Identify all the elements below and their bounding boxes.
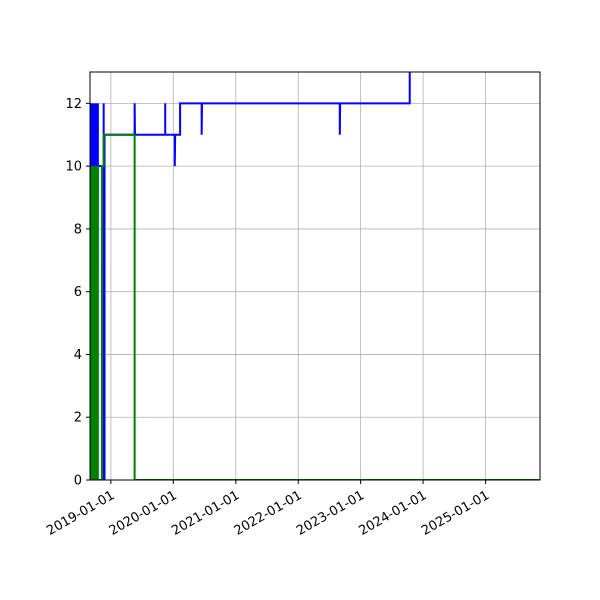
x-tick-label: 2023-01-01 (294, 488, 367, 539)
plot-frame (89, 71, 541, 481)
grid (90, 72, 540, 481)
x-tick-label: 2024-01-01 (357, 488, 430, 539)
x-tick-label: 2021-01-01 (169, 488, 242, 539)
axis-ticks: 0246810122019-01-012020-01-012021-01-012… (44, 97, 492, 539)
series-line-2 (90, 133, 540, 480)
x-tick-label: 2019-01-01 (44, 488, 117, 539)
y-tick-label: 4 (74, 348, 82, 363)
y-tick-label: 0 (74, 474, 82, 489)
y-tick-label: 10 (65, 160, 82, 175)
y-tick-label: 6 (74, 285, 82, 300)
x-tick-label: 2025-01-01 (419, 488, 492, 539)
y-tick-label: 2 (74, 411, 82, 426)
series-line-1 (90, 72, 411, 480)
y-tick-label: 12 (65, 97, 82, 112)
x-tick-label: 2020-01-01 (107, 488, 180, 539)
series-lines (90, 72, 540, 480)
x-tick-label: 2022-01-01 (232, 488, 305, 539)
y-tick-label: 8 (74, 222, 82, 237)
